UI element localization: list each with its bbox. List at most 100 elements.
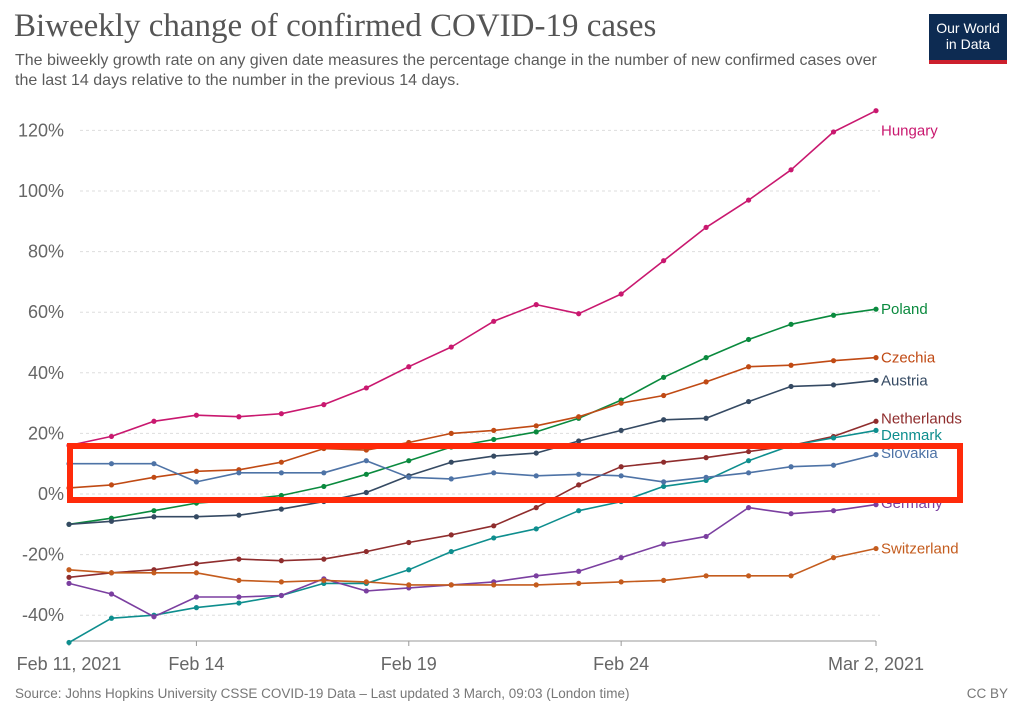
data-point-poland — [278, 492, 284, 499]
series-label-austria: Austria — [881, 372, 928, 389]
data-point-czechia — [193, 468, 200, 474]
data-point-denmark — [661, 483, 667, 490]
x-axis: Feb 11, 2021 Feb 14 Feb 19 Feb 24 Mar 2, 202… — [17, 640, 924, 674]
data-point-poland — [321, 483, 327, 490]
data-point-austria — [618, 427, 624, 433]
data-point-netherlands — [448, 532, 454, 538]
data-point-netherlands — [873, 418, 879, 424]
data-point-switzerland — [406, 582, 412, 588]
y-tick-label: 60% — [28, 302, 64, 322]
data-point-germany — [618, 555, 624, 561]
series-line-switzerland — [68, 547, 877, 586]
data-point-germany — [193, 594, 200, 600]
data-point-poland — [703, 355, 709, 361]
data-point-germany — [703, 533, 709, 540]
data-point-germany — [873, 502, 879, 508]
data-point-hungary — [491, 318, 497, 324]
data-point-switzerland — [661, 577, 667, 583]
data-point-slovakia — [576, 471, 582, 477]
data-point-switzerland — [788, 573, 794, 579]
y-tick-label: 100% — [18, 181, 64, 201]
data-point-switzerland — [618, 579, 624, 585]
x-tick-label: Feb 24 — [593, 654, 649, 674]
data-point-czechia — [703, 379, 709, 385]
data-point-switzerland — [491, 582, 497, 588]
data-point-hungary — [236, 414, 242, 420]
series-label-netherlands: Netherlands — [881, 410, 962, 427]
data-point-hungary — [278, 411, 284, 417]
data-point-slovakia — [406, 474, 412, 480]
data-point-austria — [788, 383, 794, 390]
owid-logo[interactable]: Our World in Data — [929, 14, 1007, 64]
data-point-slovakia — [448, 476, 454, 482]
data-point-austria — [576, 438, 582, 444]
data-point-germany — [661, 541, 667, 547]
y-tick-label: -40% — [22, 605, 64, 625]
data-point-austria — [108, 518, 115, 524]
data-point-switzerland — [533, 582, 539, 588]
data-point-switzerland — [236, 577, 242, 583]
data-point-netherlands — [321, 556, 327, 562]
data-point-slovakia — [108, 461, 115, 467]
series-label-czechia: Czechia — [881, 350, 936, 367]
data-point-poland — [363, 471, 369, 477]
data-point-hungary — [618, 291, 624, 297]
data-point-netherlands — [745, 448, 752, 455]
data-point-slovakia — [788, 464, 794, 470]
data-point-austria — [193, 514, 200, 520]
data-point-netherlands — [491, 523, 497, 529]
data-point-switzerland — [66, 567, 72, 573]
chart-subtitle: The biweekly growth rate on any given da… — [15, 52, 877, 89]
data-point-netherlands — [576, 482, 582, 488]
data-point-denmark — [193, 605, 200, 611]
data-point-hungary — [576, 311, 582, 317]
data-point-netherlands — [618, 464, 624, 470]
highlight-rectangle — [67, 443, 963, 503]
data-point-slovakia — [533, 473, 539, 479]
data-point-austria — [66, 521, 72, 527]
data-point-hungary — [363, 385, 369, 391]
data-point-denmark — [576, 508, 582, 514]
data-point-germany — [830, 508, 837, 514]
data-point-austria — [745, 398, 752, 405]
data-point-czechia — [491, 427, 497, 433]
data-point-hungary — [193, 412, 200, 418]
data-point-slovakia — [151, 461, 157, 467]
data-point-switzerland — [576, 580, 582, 586]
data-point-switzerland — [745, 573, 752, 579]
data-point-poland — [661, 374, 667, 380]
x-tick-label: Feb 11, 2021 — [17, 654, 122, 674]
data-point-hungary — [830, 129, 837, 135]
series-label-hungary: Hungary — [881, 122, 938, 139]
y-tick-label: 20% — [28, 423, 64, 443]
data-point-austria — [533, 450, 539, 456]
logo-line-2: in Data — [945, 36, 991, 52]
data-point-slovakia — [491, 470, 497, 476]
data-point-netherlands — [278, 558, 284, 564]
data-point-poland — [873, 306, 879, 312]
data-point-germany — [236, 594, 242, 600]
data-point-switzerland — [193, 570, 200, 576]
series-line-hungary — [68, 109, 877, 447]
data-point-hungary — [873, 108, 879, 114]
data-point-denmark — [491, 535, 497, 541]
data-point-germany — [576, 568, 582, 574]
license-link[interactable]: CC BY — [966, 686, 1008, 701]
data-point-germany — [745, 505, 752, 511]
data-point-switzerland — [363, 579, 369, 585]
data-point-hungary — [788, 167, 794, 173]
data-point-denmark — [830, 435, 837, 441]
data-point-denmark — [236, 600, 242, 606]
data-point-hungary — [321, 402, 327, 408]
data-point-switzerland — [873, 545, 879, 552]
data-point-denmark — [873, 427, 879, 433]
data-point-netherlands — [236, 556, 242, 562]
series-label-slovakia: Slovakia — [881, 445, 938, 462]
data-point-austria — [703, 415, 709, 421]
data-point-switzerland — [448, 582, 454, 588]
series-lines — [66, 108, 879, 646]
data-point-germany — [108, 591, 115, 597]
y-tick-label: 120% — [18, 120, 64, 140]
data-point-germany — [278, 592, 284, 599]
